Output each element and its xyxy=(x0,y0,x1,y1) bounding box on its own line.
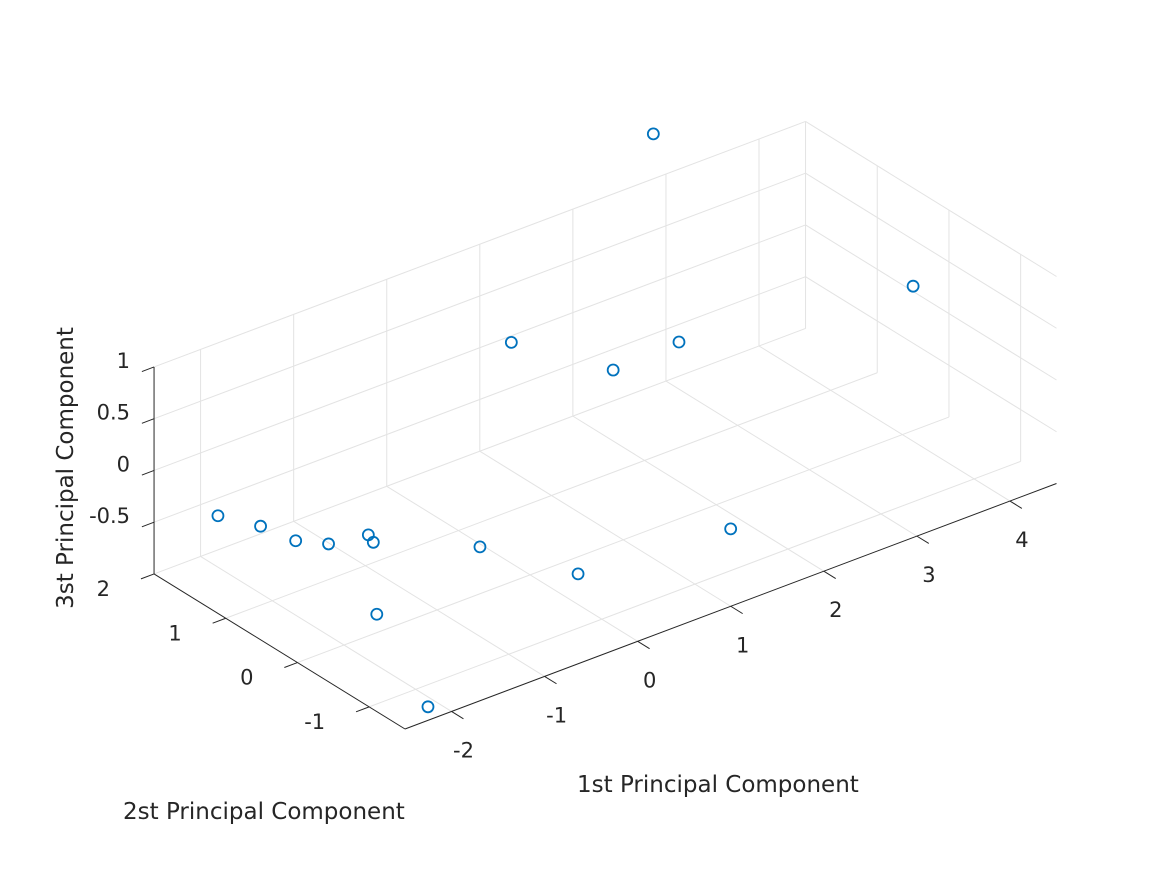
grid-line-z-side xyxy=(805,224,1057,381)
z-tick-mark xyxy=(141,521,155,528)
grid-line-x-floor xyxy=(572,415,825,572)
data-point xyxy=(322,537,335,551)
x-tick-label: -2 xyxy=(453,738,474,762)
grid-line-x-floor xyxy=(665,380,918,537)
x-tick-label: 0 xyxy=(643,668,656,692)
grid-line-z-side xyxy=(805,276,1057,433)
grid-line-y-floor xyxy=(297,416,950,664)
grid-line-x-floor xyxy=(386,485,638,642)
x-tick-label: 4 xyxy=(1015,528,1028,552)
y-axis-label: 2st Principal Component xyxy=(123,799,405,825)
tick-labels: -2 -1 0 1 2 3 4 -1 0 1 2 -0.5 0 0.5 1 xyxy=(89,349,1029,763)
z-tick-label: 0.5 xyxy=(97,401,130,425)
x-tick-label: 1 xyxy=(736,633,749,657)
x-tick-mark xyxy=(730,605,743,615)
y-tick-label: -1 xyxy=(304,710,325,734)
grid-line-z-back xyxy=(153,172,806,420)
data-point xyxy=(606,363,620,377)
x-tick-mark xyxy=(544,675,557,685)
data-points xyxy=(211,127,920,714)
x-tick-label: 2 xyxy=(829,598,842,622)
grid-line-z-back xyxy=(153,120,806,368)
grid-line-x-floor xyxy=(293,520,545,677)
grid-line-z-side xyxy=(805,121,1057,277)
data-point xyxy=(254,519,267,533)
data-point xyxy=(421,700,435,714)
x-axis-label: 1st Principal Component xyxy=(577,772,859,798)
y-tick-mark xyxy=(212,617,226,624)
x-tick-mark xyxy=(916,535,930,544)
data-point xyxy=(366,535,380,549)
z-axis-label: 3st Principal Component xyxy=(53,327,79,609)
grid-line-z-side xyxy=(805,172,1057,329)
y-tick-mark xyxy=(355,706,370,713)
grid-line-x-floor xyxy=(200,555,452,712)
grid-line-x-floor xyxy=(758,345,1011,502)
grid-line-y-floor xyxy=(225,372,878,619)
data-point xyxy=(370,607,384,621)
axes xyxy=(140,366,1057,730)
y-tick-mark xyxy=(284,662,298,668)
z-tick-mark xyxy=(141,469,155,476)
y-tick-mark xyxy=(140,573,155,580)
data-point xyxy=(211,509,225,523)
x-tick-mark xyxy=(823,570,836,579)
data-point xyxy=(289,534,303,548)
y-tick-label: 2 xyxy=(97,577,110,601)
grid-line-x-floor xyxy=(479,450,732,607)
x-tick-label: -1 xyxy=(546,703,567,727)
x-tick-mark xyxy=(1009,500,1023,509)
grid-lines xyxy=(153,120,1057,712)
data-point xyxy=(504,335,518,349)
z-tick-label: 0 xyxy=(117,452,130,476)
data-point xyxy=(571,567,585,581)
data-point xyxy=(473,540,487,554)
x-tick-label: 3 xyxy=(922,563,935,587)
z-tick-mark xyxy=(141,418,155,424)
x-tick-mark xyxy=(451,711,464,720)
data-point xyxy=(672,335,686,349)
data-point xyxy=(646,127,660,141)
z-tick-mark xyxy=(141,366,155,373)
grid-line-z-back xyxy=(153,224,806,471)
grid-line-y-floor xyxy=(153,327,806,575)
y-tick-label: 0 xyxy=(240,666,253,690)
grid-line-y-floor xyxy=(368,460,1021,708)
grid-line-z-back xyxy=(153,276,806,523)
y-axis-line xyxy=(153,573,406,730)
z-tick-label: 1 xyxy=(117,349,130,373)
data-point xyxy=(724,522,738,536)
x-tick-mark xyxy=(637,640,650,650)
data-point xyxy=(906,279,920,293)
y-tick-label: 1 xyxy=(168,621,181,645)
z-tick-label: -0.5 xyxy=(89,504,130,528)
